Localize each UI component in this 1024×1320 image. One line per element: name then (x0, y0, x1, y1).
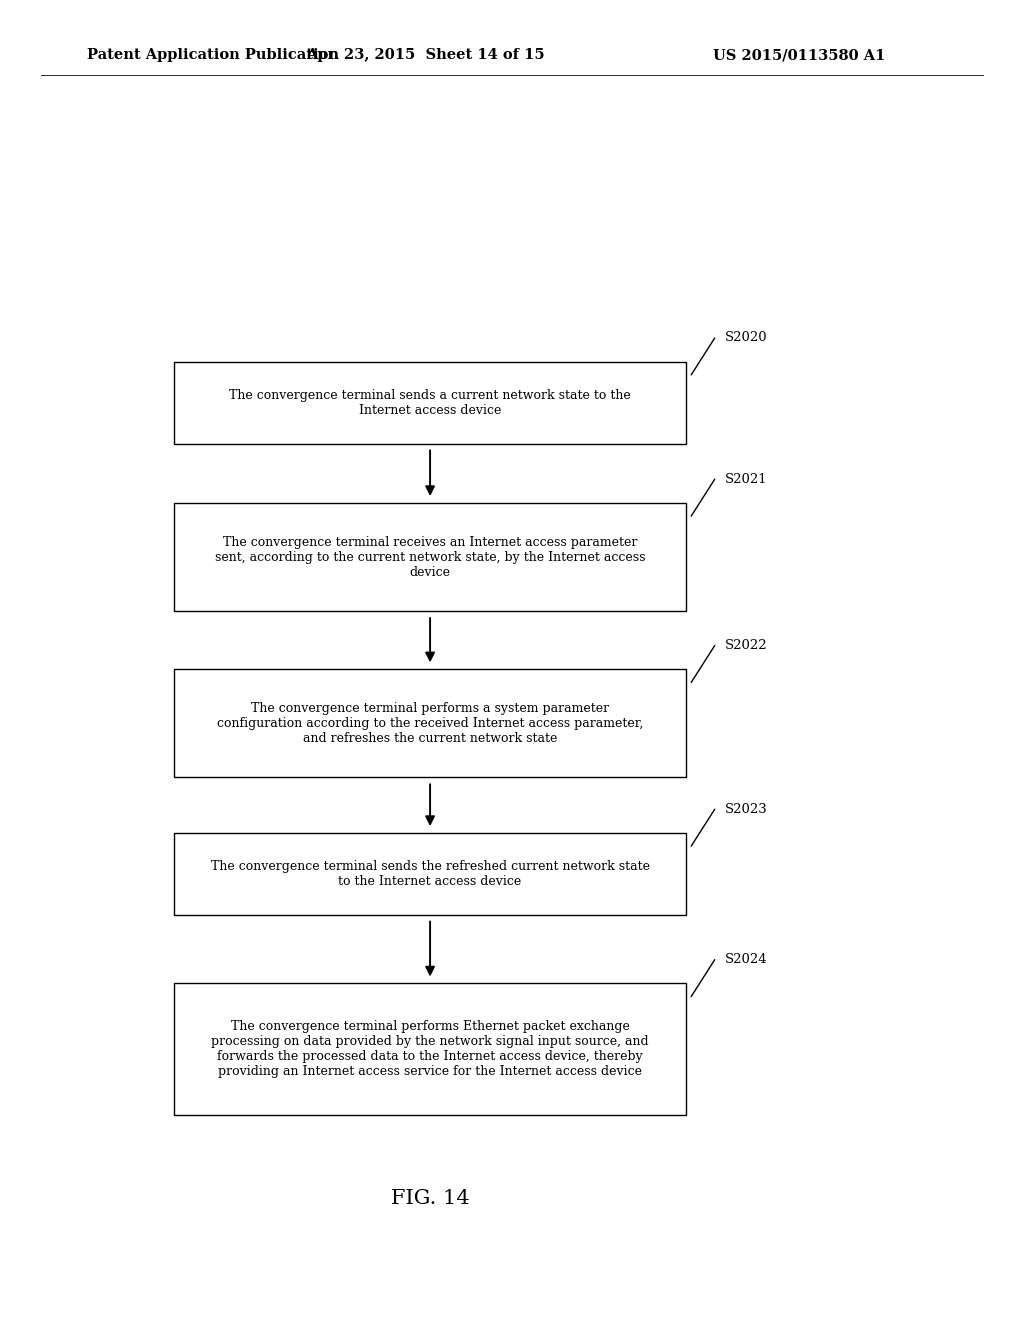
Text: S2020: S2020 (725, 331, 768, 345)
Bar (174, 362, 686, 444)
Text: The convergence terminal performs Ethernet packet exchange
processing on data pr: The convergence terminal performs Ethern… (211, 1020, 649, 1078)
Text: Apr. 23, 2015  Sheet 14 of 15: Apr. 23, 2015 Sheet 14 of 15 (305, 49, 545, 62)
Bar (174, 833, 686, 915)
Bar (174, 983, 686, 1115)
Text: The convergence terminal sends a current network state to the
Internet access de: The convergence terminal sends a current… (229, 388, 631, 417)
Text: US 2015/0113580 A1: US 2015/0113580 A1 (713, 49, 885, 62)
Text: S2021: S2021 (725, 473, 768, 486)
Text: S2024: S2024 (725, 953, 768, 966)
Bar (174, 669, 686, 777)
Text: The convergence terminal sends the refreshed current network state
to the Intern: The convergence terminal sends the refre… (211, 859, 649, 888)
Text: The convergence terminal performs a system parameter
configuration according to : The convergence terminal performs a syst… (217, 702, 643, 744)
Text: Patent Application Publication: Patent Application Publication (87, 49, 339, 62)
Text: S2023: S2023 (725, 803, 768, 816)
Text: S2022: S2022 (725, 639, 768, 652)
Text: The convergence terminal receives an Internet access parameter
sent, according t: The convergence terminal receives an Int… (215, 536, 645, 578)
Bar (174, 503, 686, 611)
Text: FIG. 14: FIG. 14 (391, 1189, 469, 1208)
